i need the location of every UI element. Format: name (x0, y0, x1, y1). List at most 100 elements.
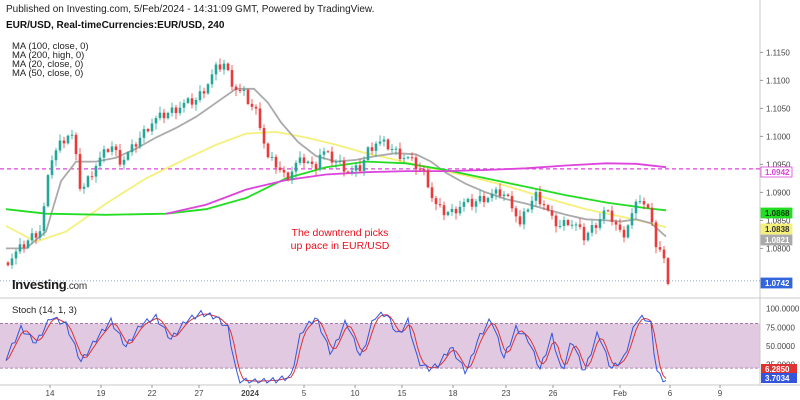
stoch-tick-label-2: 50.0000 (766, 342, 795, 351)
stoch-band (0, 323, 760, 369)
candle-body (526, 209, 530, 212)
candle-body (318, 154, 322, 170)
candle-body (334, 161, 338, 163)
candle-body (266, 143, 270, 158)
candle-body (254, 106, 258, 109)
price-tick-label-0: 1.1150 (766, 48, 790, 57)
candle-body (466, 198, 470, 203)
candle-body (110, 146, 114, 152)
candle-body (666, 258, 670, 285)
x-tick-label-11: Feb (613, 389, 627, 398)
price-badge-label-4: 1.0742 (765, 279, 790, 288)
candle-body (174, 107, 178, 114)
candle-body (54, 150, 58, 161)
candle-body (290, 171, 294, 181)
price-badge-3 (760, 234, 793, 246)
logo-brand: Investing (12, 277, 67, 292)
candle-body (74, 134, 78, 155)
chart-subtitle: EUR/USD, Real-timeCurrencies:EUR/USD, 24… (6, 20, 225, 31)
candle-body (566, 220, 570, 226)
candle-body (102, 149, 106, 158)
candle-body (194, 100, 198, 105)
candle-body (518, 216, 522, 225)
x-tick-label-8: 18 (449, 389, 458, 398)
candle-body (450, 208, 454, 212)
candle-body (610, 210, 614, 222)
candle-body (150, 123, 154, 132)
candle-body (502, 194, 506, 197)
stoch-tick-label-0: 100.0000 (766, 305, 800, 314)
stoch-tick-label-1: 75.0000 (766, 323, 795, 332)
candle-body (26, 240, 30, 248)
x-tick-label-10: 26 (549, 389, 558, 398)
chart-annotation: The downtrend picks up pace in EUR/USD (290, 227, 390, 252)
candle-body (86, 176, 90, 187)
candle-body (458, 206, 462, 214)
candle-body (410, 157, 414, 159)
candle-body (246, 89, 250, 104)
candle-body (162, 112, 166, 119)
candle-body (438, 204, 442, 206)
price-badge-0 (760, 166, 793, 178)
candle-body (402, 158, 406, 160)
price-badge-label-3: 1.0821 (765, 236, 790, 245)
candle-body (310, 161, 314, 165)
candle-body (498, 189, 502, 197)
candle-body (578, 224, 582, 227)
candle-body (486, 197, 490, 203)
candle-body (330, 151, 334, 163)
candle-body (114, 146, 118, 151)
x-tick-label-9: 23 (502, 389, 511, 398)
x-tick-label-6: 10 (351, 389, 360, 398)
stoch-badge-1 (761, 373, 797, 383)
candle-body (42, 206, 46, 232)
stoch-badge-label-1: 3.7034 (765, 374, 790, 383)
candle-body (570, 224, 574, 226)
price-badge-label-1: 1.0868 (765, 209, 790, 218)
candle-body (62, 140, 66, 144)
candle-body (538, 192, 542, 205)
candle-body (530, 200, 534, 210)
candle-body (354, 165, 358, 171)
candle-body (574, 224, 578, 226)
candle-body (178, 107, 182, 114)
candle-body (338, 160, 342, 162)
candle-body (442, 205, 446, 216)
candle-body (154, 118, 158, 124)
price-tick-label-7: 1.0800 (766, 244, 791, 253)
logo-domain: .com (66, 281, 87, 292)
candle-body (270, 156, 274, 158)
candle-body (138, 137, 142, 147)
candle-body (258, 108, 262, 129)
candle-body (14, 251, 18, 259)
candle-body (302, 157, 306, 164)
candle-body (122, 159, 126, 165)
candle-body (206, 84, 210, 94)
candle-body (146, 129, 150, 132)
candle-body (78, 154, 82, 189)
ma200-line (165, 162, 667, 215)
candle-body (406, 157, 410, 159)
candle-body (230, 70, 234, 87)
candle-body (534, 192, 538, 201)
candle-body (6, 262, 10, 266)
stoch-badge-0 (761, 364, 797, 374)
candle-body (10, 258, 14, 266)
candle-body (522, 211, 526, 225)
x-tick-label-5: 5 (302, 389, 307, 398)
candle-body (582, 226, 586, 241)
candle-body (226, 63, 230, 71)
candle-body (238, 89, 242, 91)
price-tick-label-3: 1.1000 (766, 132, 791, 141)
candle-body (550, 210, 554, 216)
candle-body (158, 112, 162, 119)
candle-body (638, 201, 642, 203)
candle-body (214, 64, 218, 75)
candle-body (342, 160, 346, 172)
candle-body (22, 244, 26, 248)
price-badge-label-2: 1.0838 (765, 225, 790, 234)
candle-body (66, 135, 70, 144)
candle-body (626, 225, 630, 238)
candle-body (322, 151, 326, 155)
candle-body (662, 249, 666, 259)
